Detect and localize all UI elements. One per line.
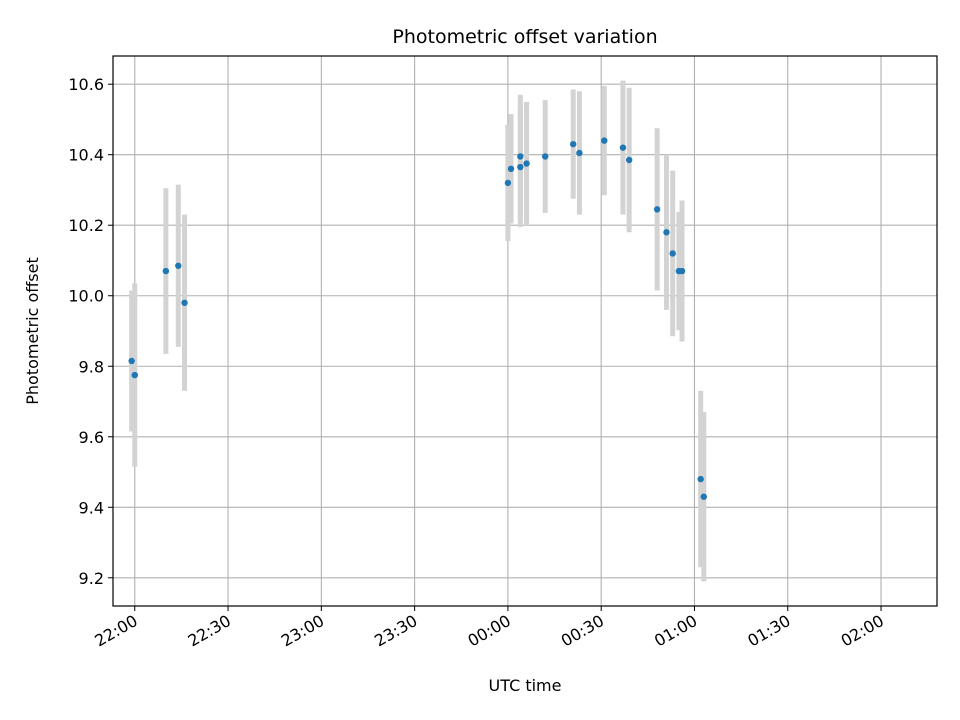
data-point bbox=[128, 357, 135, 365]
data-point bbox=[507, 165, 515, 173]
y-tick-label: 10.6 bbox=[68, 75, 104, 94]
y-tick-label: 9.4 bbox=[79, 498, 104, 517]
data-point bbox=[131, 371, 138, 379]
y-tick-label: 10.0 bbox=[68, 287, 104, 306]
data-point bbox=[504, 179, 512, 187]
y-tick-label: 10.4 bbox=[68, 146, 104, 165]
data-point bbox=[653, 206, 661, 213]
data-point bbox=[181, 299, 188, 306]
data-point bbox=[569, 140, 577, 148]
data-point bbox=[175, 262, 182, 269]
y-axis-ticks: 9.2 9.4 9.6 9.8 10.0 10.2 10.4 10.6 bbox=[68, 75, 113, 588]
y-tick-label: 9.8 bbox=[79, 357, 104, 376]
data-point bbox=[700, 493, 707, 500]
y-tick-label: 9.6 bbox=[79, 428, 104, 447]
data-point bbox=[669, 250, 676, 257]
data-point bbox=[523, 160, 530, 167]
data-points bbox=[128, 137, 707, 500]
y-axis-label: Photometric offset bbox=[23, 257, 42, 405]
data-point bbox=[663, 229, 670, 236]
data-point bbox=[542, 153, 549, 160]
x-axis-label: UTC time bbox=[489, 676, 562, 695]
data-point bbox=[517, 153, 524, 160]
data-point bbox=[619, 144, 627, 151]
data-point bbox=[601, 137, 608, 144]
data-point bbox=[678, 267, 686, 275]
chart-title: Photometric offset variation bbox=[392, 26, 657, 48]
plot-frame bbox=[112, 55, 938, 607]
data-point bbox=[576, 149, 583, 157]
data-point bbox=[625, 156, 633, 164]
data-point bbox=[162, 267, 170, 275]
data-point bbox=[697, 475, 704, 483]
y-tick-label: 9.2 bbox=[79, 569, 104, 588]
y-tick-label: 10.2 bbox=[68, 216, 104, 235]
data-point bbox=[517, 163, 524, 171]
